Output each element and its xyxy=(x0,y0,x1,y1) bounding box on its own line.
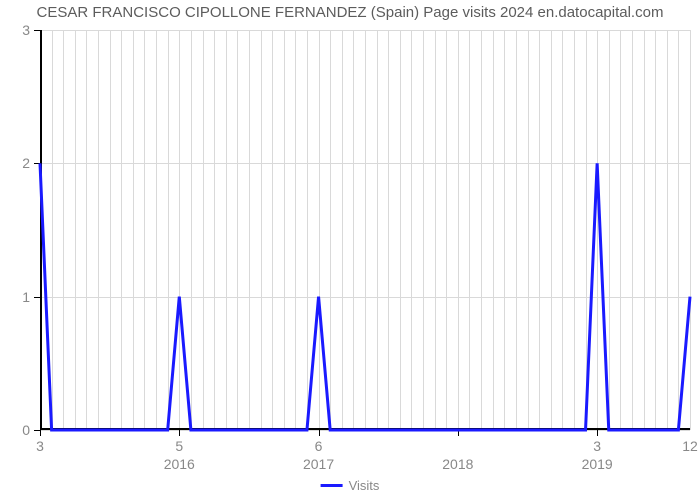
x-tick xyxy=(40,430,41,436)
x-tick xyxy=(319,430,320,436)
legend-swatch xyxy=(321,484,343,487)
series-line xyxy=(40,163,690,430)
x-secondary-label: 3 xyxy=(593,438,601,454)
x-secondary-label: 6 xyxy=(315,438,323,454)
data-line-svg xyxy=(40,30,690,430)
chart-title: CESAR FRANCISCO CIPOLLONE FERNANDEZ (Spa… xyxy=(0,4,700,21)
y-tick-label: 3 xyxy=(22,22,30,38)
y-tick-label: 2 xyxy=(22,155,30,171)
legend: Visits xyxy=(321,478,380,493)
y-tick-label: 0 xyxy=(22,422,30,438)
x-tick xyxy=(597,430,598,436)
x-tick-label: 2017 xyxy=(303,456,334,472)
x-tick-label: 2016 xyxy=(164,456,195,472)
x-secondary-label: 5 xyxy=(175,438,183,454)
legend-label: Visits xyxy=(349,478,380,493)
x-secondary-label: 3 xyxy=(36,438,44,454)
y-tick-label: 1 xyxy=(22,289,30,305)
x-tick-label: 2018 xyxy=(442,456,473,472)
gridline-vertical xyxy=(690,30,691,430)
chart-root: CESAR FRANCISCO CIPOLLONE FERNANDEZ (Spa… xyxy=(0,0,700,500)
x-secondary-label: 12 xyxy=(682,438,698,454)
plot-area: 01232016201720182019356312 xyxy=(40,30,690,430)
x-tick-label: 2019 xyxy=(582,456,613,472)
x-tick xyxy=(179,430,180,436)
